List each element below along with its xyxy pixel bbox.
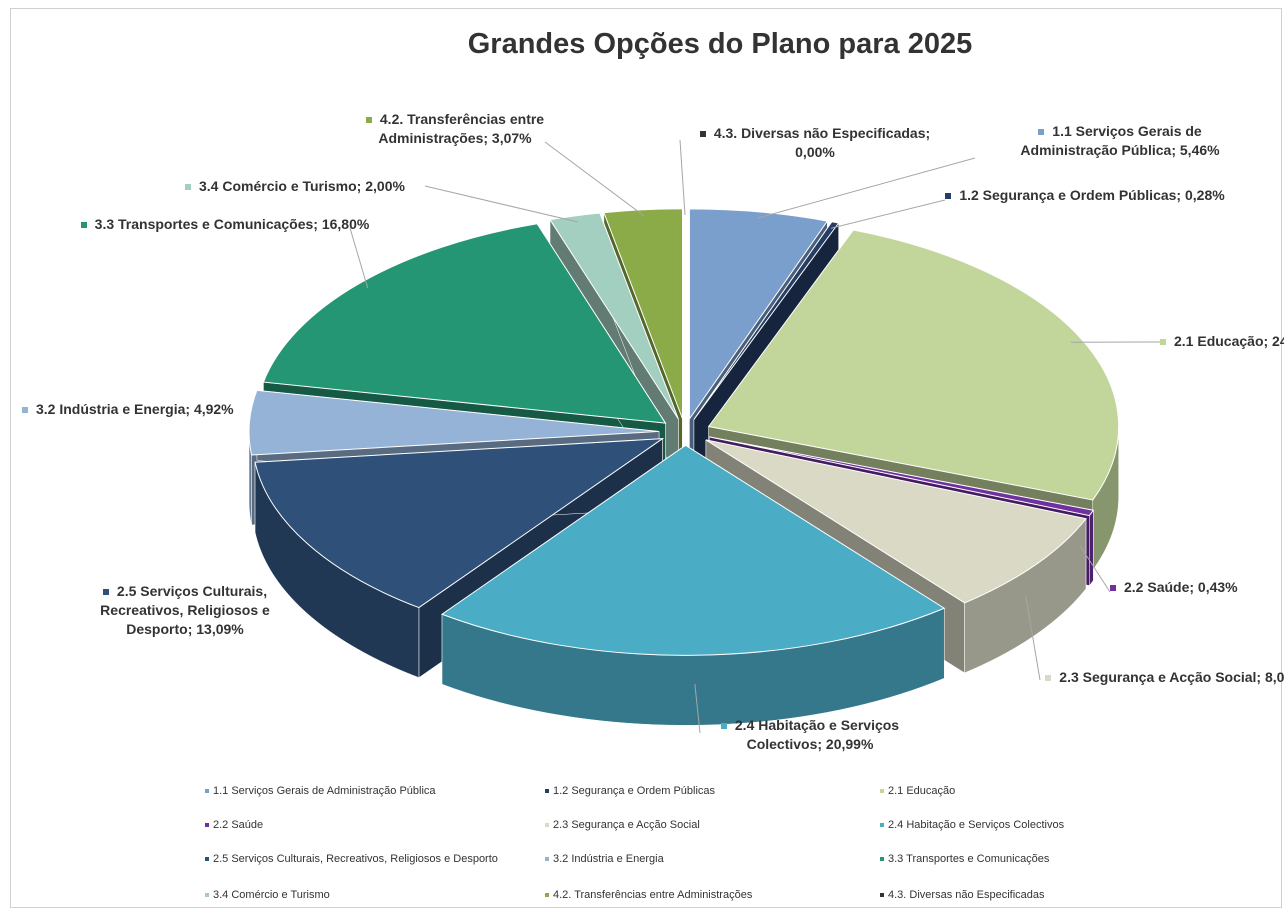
slice <box>709 436 1095 517</box>
leader-line <box>1079 545 1111 593</box>
legend-item: 1.2 Segurança e Ordem Públicas <box>545 785 715 797</box>
legend-label: 3.3 Transportes e Comunicações <box>888 853 1050 865</box>
label-marker <box>1160 339 1166 346</box>
label-marker <box>80 222 87 229</box>
legend-item: 4.3. Diversas não Especificadas <box>880 889 1045 901</box>
label-marker <box>102 589 109 596</box>
legend-item: 2.2 Saúde <box>205 819 263 831</box>
legend-label: 4.3. Diversas não Especificadas <box>888 889 1045 901</box>
data-label: 3.4 Comércio e Turismo; 2,00% <box>185 177 485 196</box>
legend-marker <box>205 823 209 828</box>
slice <box>705 439 1087 604</box>
data-label: 1.2 Segurança e Ordem Públicas; 0,28% <box>935 186 1235 205</box>
leader-line <box>544 141 645 217</box>
label-marker <box>1045 675 1052 682</box>
label-text: 2.1 Educação; 24,95% <box>1174 333 1284 349</box>
leader-line <box>679 139 686 216</box>
data-label: 3.2 Indústria e Energia; 4,92% <box>22 400 322 419</box>
legend-label: 1.1 Serviços Gerais de Administração Púb… <box>213 785 436 797</box>
label-marker <box>945 193 952 200</box>
legend-marker <box>880 857 884 862</box>
leader-line <box>424 185 578 223</box>
slice <box>440 444 946 656</box>
legend-marker <box>545 857 549 862</box>
legend-label: 2.2 Saúde <box>213 819 264 831</box>
legend-item: 4.2. Transferências entre Administrações <box>545 889 752 901</box>
legend-item: 3.4 Comércio e Turismo <box>205 889 330 901</box>
slice <box>603 208 683 419</box>
legend-marker <box>545 789 549 794</box>
legend-item: 2.3 Segurança e Acção Social <box>545 819 700 831</box>
data-label: 4.3. Diversas não Especificadas; 0,00% <box>685 124 945 162</box>
label-marker <box>1038 129 1045 136</box>
slice <box>693 221 840 420</box>
data-label: 2.2 Saúde; 0,43% <box>1110 578 1284 597</box>
slice-side <box>1089 509 1094 587</box>
data-label: 2.3 Segurança e Acção Social; 8,02% <box>1040 668 1284 687</box>
leader-line <box>830 199 946 229</box>
leader-line <box>757 157 976 219</box>
legend-marker <box>205 857 209 862</box>
legend-label: 3.2 Indústria e Energia <box>553 853 664 865</box>
leader-line <box>349 227 369 289</box>
legend-marker <box>545 893 549 898</box>
label-text: 4.2. Transferências entre Administrações… <box>378 111 545 146</box>
legend-marker <box>880 789 884 794</box>
slice <box>688 208 829 421</box>
leader-line <box>1025 595 1041 681</box>
legend-marker <box>880 893 884 898</box>
leader-line <box>694 683 701 734</box>
legend-marker <box>545 823 549 828</box>
legend-label: 1.2 Segurança e Ordem Públicas <box>553 785 716 797</box>
legend-item: 3.2 Indústria e Energia <box>545 853 664 865</box>
label-marker <box>22 407 28 414</box>
data-label: 2.4 Habitação e Serviços Colectivos; 20,… <box>700 716 920 754</box>
label-text: 3.3 Transportes e Comunicações; 16,80% <box>94 216 370 232</box>
legend-item: 2.4 Habitação e Serviços Colectivos <box>880 819 1064 831</box>
legend-label: 2.3 Segurança e Acção Social <box>553 819 700 831</box>
label-marker <box>365 117 372 124</box>
legend-label: 2.4 Habitação e Serviços Colectivos <box>888 819 1065 831</box>
slice <box>549 212 679 420</box>
label-text: 1.1 Serviços Gerais de Administração Púb… <box>1020 123 1220 158</box>
slice <box>248 389 660 456</box>
label-text: 2.5 Serviços Culturais, Recreativos, Rel… <box>100 583 270 637</box>
legend-marker <box>880 823 884 828</box>
legend-item: 3.3 Transportes e Comunicações <box>880 853 1049 865</box>
label-marker <box>720 723 727 730</box>
legend-label: 2.5 Serviços Culturais, Recreativos, Rel… <box>213 853 498 865</box>
label-marker <box>1110 585 1116 592</box>
data-label: 4.2. Transferências entre Administrações… <box>345 110 565 148</box>
legend-marker <box>205 893 209 898</box>
label-text: 3.2 Indústria e Energia; 4,92% <box>36 401 234 417</box>
data-label: 3.3 Transportes e Comunicações; 16,80% <box>80 215 370 234</box>
chart-title: Grandes Opções do Plano para 2025 <box>467 28 973 60</box>
label-marker <box>185 184 191 191</box>
legend-marker <box>205 789 209 794</box>
legend-item: 1.1 Serviços Gerais de Administração Púb… <box>205 785 436 797</box>
label-text: 2.3 Segurança e Acção Social; 8,02% <box>1059 669 1284 685</box>
chart-frame <box>10 8 1282 908</box>
label-text: 2.2 Saúde; 0,43% <box>1124 579 1238 595</box>
slice <box>707 229 1120 501</box>
legend-item: 2.1 Educação <box>880 785 955 797</box>
label-text: 4.3. Diversas não Especificadas; 0,00% <box>713 125 931 160</box>
legend-label: 4.2. Transferências entre Administrações <box>553 889 753 901</box>
slice <box>254 438 665 609</box>
slice <box>262 223 667 424</box>
data-label: 2.1 Educação; 24,95% <box>1160 332 1284 351</box>
label-text: 2.4 Habitação e Serviços Colectivos; 20,… <box>734 717 900 752</box>
legend-item: 2.5 Serviços Culturais, Recreativos, Rel… <box>205 853 498 865</box>
data-label: 2.5 Serviços Culturais, Recreativos, Rel… <box>80 582 290 639</box>
data-label: 1.1 Serviços Gerais de Administração Púb… <box>990 122 1250 160</box>
label-text: 3.4 Comércio e Turismo; 2,00% <box>199 178 405 194</box>
legend-label: 2.1 Educação <box>888 785 956 797</box>
legend-label: 3.4 Comércio e Turismo <box>213 889 330 901</box>
label-marker <box>699 131 706 138</box>
label-text: 1.2 Segurança e Ordem Públicas; 0,28% <box>959 187 1225 203</box>
